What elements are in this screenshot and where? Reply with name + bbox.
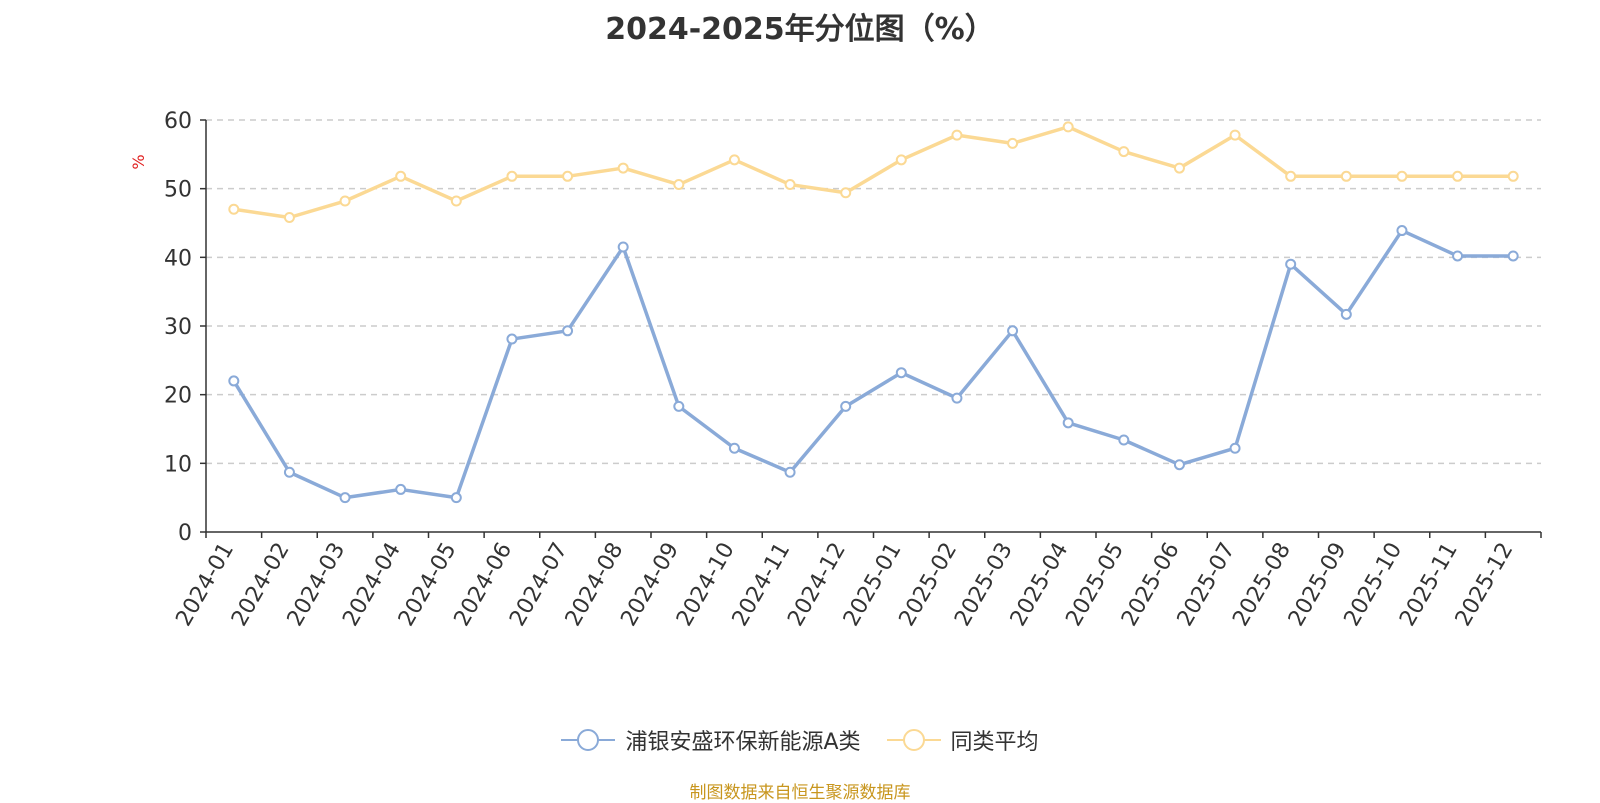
data-point-series-1[interactable] bbox=[840, 400, 852, 412]
data-point-series-2[interactable] bbox=[1062, 121, 1074, 133]
data-point-series-2[interactable] bbox=[1173, 162, 1185, 174]
y-axis-label: % bbox=[129, 154, 148, 169]
data-point-series-1[interactable] bbox=[1118, 434, 1130, 446]
y-tick-label: 50 bbox=[164, 178, 192, 203]
data-point-series-2[interactable] bbox=[728, 154, 740, 166]
data-point-series-1[interactable] bbox=[506, 333, 518, 345]
data-point-series-1[interactable] bbox=[951, 392, 963, 404]
data-point-series-2[interactable] bbox=[283, 212, 295, 224]
data-point-series-2[interactable] bbox=[784, 179, 796, 191]
data-point-series-1[interactable] bbox=[562, 325, 574, 337]
data-point-series-2[interactable] bbox=[1452, 170, 1464, 182]
data-points bbox=[228, 121, 1519, 504]
data-point-series-1[interactable] bbox=[1452, 250, 1464, 262]
line-chart: 01020304050602024-012024-022024-032024-0… bbox=[129, 109, 1542, 631]
data-point-series-2[interactable] bbox=[1285, 170, 1297, 182]
data-point-series-2[interactable] bbox=[895, 154, 907, 166]
y-tick-label: 60 bbox=[164, 109, 192, 134]
source-note: 制图数据来自恒生聚源数据库 bbox=[689, 783, 911, 803]
data-point-series-1[interactable] bbox=[1396, 225, 1408, 237]
y-tick-label: 40 bbox=[164, 246, 192, 271]
data-point-series-1[interactable] bbox=[728, 442, 740, 454]
legend-label-series-2: 同类平均 bbox=[950, 730, 1039, 755]
y-tick-label: 30 bbox=[164, 315, 192, 340]
grid-lines bbox=[206, 119, 1541, 465]
legend: 浦银安盛环保新能源A类 同类平均 bbox=[0, 722, 1600, 758]
data-point-series-2[interactable] bbox=[228, 203, 240, 215]
data-point-series-2[interactable] bbox=[339, 195, 351, 207]
data-point-series-1[interactable] bbox=[1007, 325, 1019, 337]
data-point-series-1[interactable] bbox=[450, 492, 462, 504]
series-lines bbox=[232, 125, 1514, 500]
data-point-series-1[interactable] bbox=[395, 483, 407, 495]
data-point-series-2[interactable] bbox=[1340, 170, 1352, 182]
data-point-series-1[interactable] bbox=[339, 492, 351, 504]
data-point-series-2[interactable] bbox=[951, 129, 963, 141]
data-point-series-1[interactable] bbox=[1340, 308, 1352, 320]
legend-marker-icon bbox=[886, 729, 941, 751]
data-point-series-1[interactable] bbox=[1507, 250, 1519, 262]
legend-marker-icon bbox=[561, 729, 616, 751]
data-point-series-1[interactable] bbox=[1062, 417, 1074, 429]
data-point-series-1[interactable] bbox=[1173, 459, 1185, 471]
data-point-series-1[interactable] bbox=[283, 466, 295, 478]
data-point-series-2[interactable] bbox=[617, 162, 629, 174]
data-point-series-2[interactable] bbox=[450, 195, 462, 207]
data-point-series-2[interactable] bbox=[562, 170, 574, 182]
y-tick-label: 10 bbox=[164, 452, 192, 477]
legend-item-series-2[interactable]: 同类平均 bbox=[886, 724, 1039, 756]
data-point-series-1[interactable] bbox=[895, 367, 907, 379]
data-point-series-1[interactable] bbox=[784, 466, 796, 478]
legend-label-series-1: 浦银安盛环保新能源A类 bbox=[625, 730, 861, 755]
legend-item-series-1[interactable]: 浦银安盛环保新能源A类 bbox=[561, 724, 861, 756]
data-point-series-1[interactable] bbox=[673, 400, 685, 412]
data-point-series-2[interactable] bbox=[1229, 129, 1241, 141]
data-point-series-2[interactable] bbox=[840, 187, 852, 199]
y-tick-label: 20 bbox=[164, 384, 192, 409]
data-point-series-2[interactable] bbox=[1118, 146, 1130, 158]
data-point-series-2[interactable] bbox=[1507, 170, 1519, 182]
data-point-series-1[interactable] bbox=[617, 241, 629, 253]
data-point-series-2[interactable] bbox=[673, 179, 685, 191]
data-point-series-2[interactable] bbox=[395, 170, 407, 182]
series-line-2 bbox=[233, 125, 1514, 220]
data-point-series-1[interactable] bbox=[1285, 258, 1297, 270]
data-point-series-1[interactable] bbox=[228, 375, 240, 387]
y-tick-label: 0 bbox=[178, 521, 192, 546]
chart-title: 2024-2025年分位图（%） bbox=[605, 12, 995, 47]
data-point-series-2[interactable] bbox=[1007, 137, 1019, 149]
data-point-series-1[interactable] bbox=[1229, 442, 1241, 454]
series-line-1 bbox=[232, 228, 1514, 500]
data-point-series-2[interactable] bbox=[1396, 170, 1408, 182]
data-point-series-2[interactable] bbox=[506, 170, 518, 182]
